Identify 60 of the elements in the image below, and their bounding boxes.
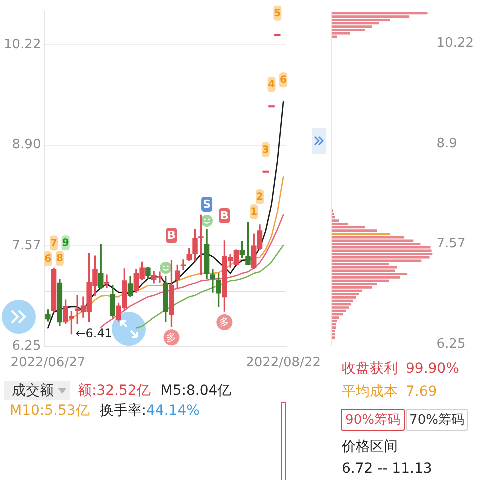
annotation: 5 xyxy=(274,8,282,20)
bar xyxy=(332,326,336,329)
bar xyxy=(332,253,433,256)
text: 7.69 xyxy=(406,383,438,401)
annotation: 1 xyxy=(250,207,258,218)
candlestick xyxy=(210,269,216,293)
bar xyxy=(332,266,398,269)
text: 44.14% xyxy=(146,402,200,420)
y-tick-label: 7.57 xyxy=(436,236,466,252)
bar xyxy=(332,256,430,259)
text: M5:8.04亿 xyxy=(160,382,232,400)
bar xyxy=(332,306,350,309)
option-button: 90%筹码 xyxy=(341,409,405,431)
bar xyxy=(332,296,356,299)
annotation: ←6.41 xyxy=(76,326,112,340)
text: 6.72 -- 11.13 xyxy=(342,460,432,478)
y-tick-label: 6.25 xyxy=(12,338,42,354)
y-tick-label: 6.25 xyxy=(436,336,466,352)
annotation: B xyxy=(220,209,229,222)
bar xyxy=(332,273,408,276)
bar xyxy=(332,230,378,232)
annotation: 多 xyxy=(220,316,230,329)
bar xyxy=(332,320,338,322)
bar xyxy=(332,293,360,296)
bar xyxy=(332,310,346,312)
option-button: 70%筹码 xyxy=(406,409,468,431)
bar xyxy=(332,233,390,236)
annotation: 9 xyxy=(62,238,70,250)
annotation: B xyxy=(168,229,176,242)
annotation: 6 xyxy=(44,254,52,266)
text: 额:32.52亿 xyxy=(78,382,151,400)
text: 收盘获利 xyxy=(342,360,398,378)
bar xyxy=(332,336,336,340)
annotation: S xyxy=(203,198,212,211)
bar xyxy=(332,250,432,252)
y-tick-label: 10.22 xyxy=(436,36,474,51)
text: 价格区间 xyxy=(342,438,398,456)
text: 换手率: xyxy=(100,402,147,420)
x-tick-label: 2022/06/27 xyxy=(10,356,86,371)
annotation: 6 xyxy=(280,75,288,86)
annotation: 多 xyxy=(166,332,177,344)
candlestick xyxy=(104,274,110,288)
text: 平均成本 xyxy=(342,383,398,401)
bar xyxy=(332,316,340,319)
bar xyxy=(332,330,336,332)
text: 成交额 xyxy=(12,382,54,400)
annotation: 8 xyxy=(56,254,64,265)
y-tick-label: 7.57 xyxy=(12,238,42,254)
bar xyxy=(332,303,352,306)
annotation: 4 xyxy=(268,80,276,91)
candlestick xyxy=(180,260,186,270)
text: 99.90% xyxy=(406,360,460,378)
y-tick-label: 8.9 xyxy=(436,136,458,152)
annotation: 3 xyxy=(262,144,270,156)
y-tick-label: 8.90 xyxy=(12,138,42,153)
annotation: 7 xyxy=(50,238,58,250)
annotation: 2 xyxy=(256,192,264,204)
x-tick-label: 2022/08/22 xyxy=(246,356,322,371)
text: M10:5.53亿 xyxy=(10,402,90,420)
y-tick-label: 10.22 xyxy=(4,38,42,53)
